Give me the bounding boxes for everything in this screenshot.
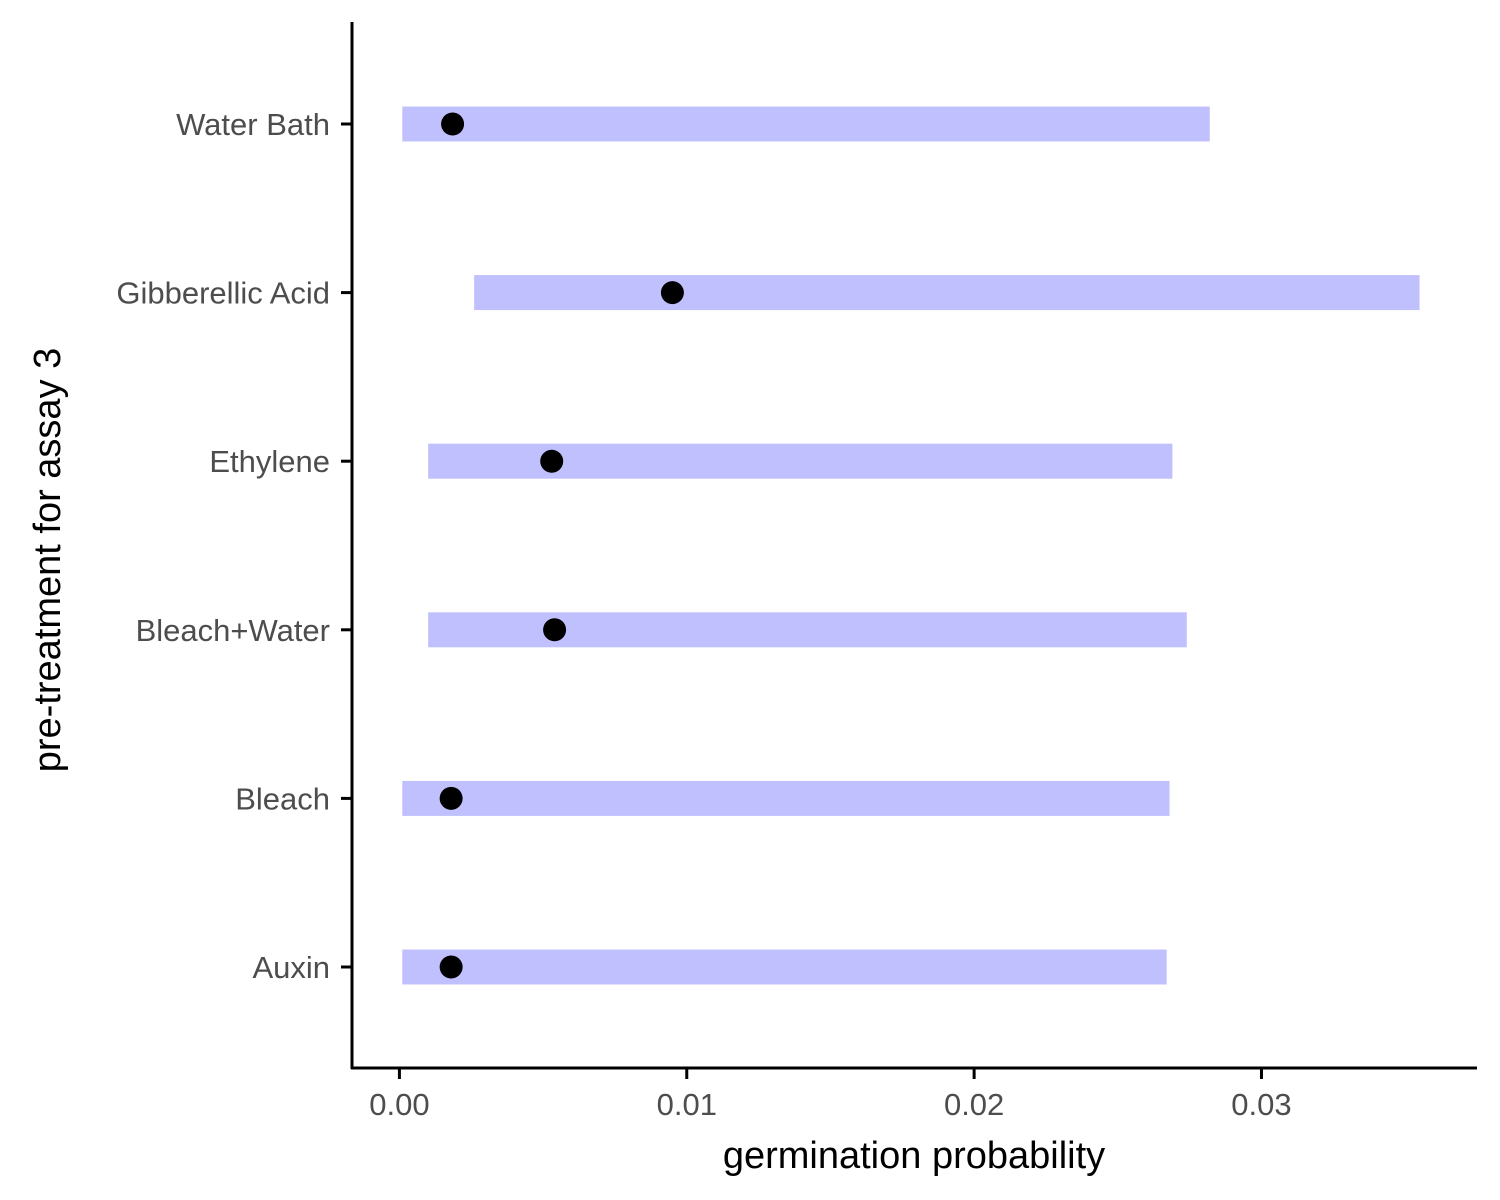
x-tick-label-3: 0.03 (1231, 1087, 1291, 1122)
x-tick-label-0: 0.00 (369, 1087, 429, 1122)
estimate-point-gibberellic-acid (660, 281, 684, 305)
interval-bar-ethylene (428, 443, 1173, 479)
estimate-point-bleach-water (543, 618, 567, 642)
y-tick-label-auxin: Auxin (252, 950, 330, 985)
interval-bar-auxin (402, 949, 1167, 985)
interval-bar-bleach (402, 780, 1170, 816)
y-tick-label-water-bath: Water Bath (176, 107, 330, 142)
estimate-point-ethylene (540, 449, 564, 473)
estimate-point-water-bath (441, 112, 465, 136)
interval-bars (402, 106, 1420, 985)
interval-bar-bleach-water (428, 612, 1187, 648)
y-tick-label-gibberellic-acid: Gibberellic Acid (116, 276, 330, 311)
y-axis-title: pre-treatment for assay 3 (27, 348, 69, 773)
interval-bar-gibberellic-acid (474, 275, 1420, 311)
y-tick-label-ethylene: Ethylene (209, 444, 330, 479)
x-tick-label-2: 0.02 (944, 1087, 1004, 1122)
x-tick-label-1: 0.01 (657, 1087, 717, 1122)
x-axis-ticks: 0.00 0.01 0.02 0.03 (369, 1068, 1292, 1122)
x-axis-title: germination probability (723, 1135, 1105, 1177)
estimate-point-auxin (439, 955, 463, 979)
y-tick-label-bleach-water: Bleach+Water (136, 613, 330, 648)
estimate-point-bleach (439, 786, 463, 810)
estimate-points (439, 112, 684, 979)
y-axis-ticks: Water Bath Gibberellic Acid Ethylene Bleach… (116, 107, 352, 985)
interval-bar-water-bath (402, 106, 1210, 142)
y-tick-label-bleach: Bleach (235, 781, 330, 816)
